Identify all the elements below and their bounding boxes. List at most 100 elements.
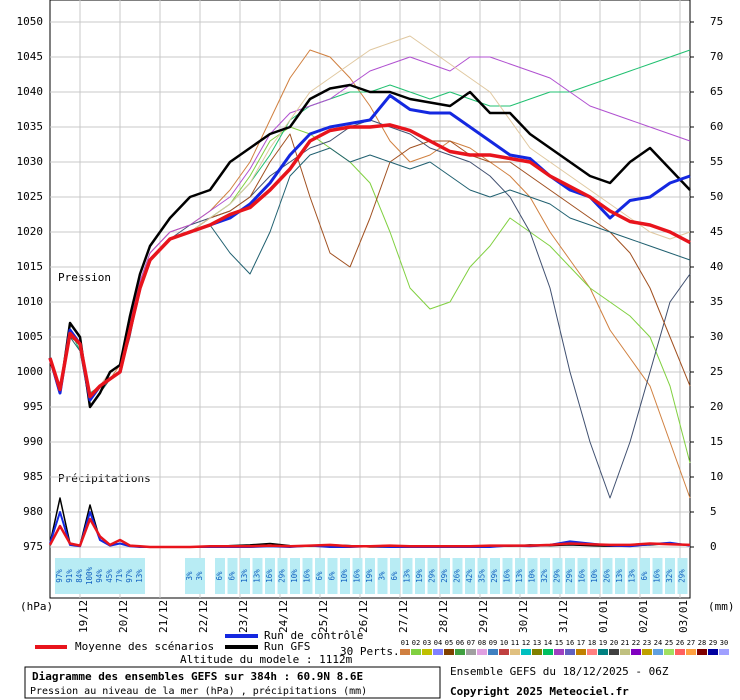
- perturbation-legend-label: 27: [687, 639, 695, 647]
- x-tick-label: 26/12: [357, 600, 370, 633]
- precip-prob-label: 29%: [440, 569, 449, 583]
- precip-prob-box: [302, 558, 313, 594]
- precip-prob-box: [227, 558, 238, 594]
- x-tick-label: 25/12: [317, 600, 330, 633]
- x-tick-label: 22/12: [197, 600, 210, 633]
- perturbation-legend-swatch: [664, 649, 674, 655]
- perturbation-legend-label: 03: [423, 639, 431, 647]
- x-tick-label: 23/12: [237, 600, 250, 633]
- precip-prob-label: 13%: [615, 569, 624, 583]
- y-tick-label: 1005: [17, 330, 44, 343]
- perturbation-count: 30 Perts.: [340, 645, 400, 658]
- perturbation-legend-swatch: [609, 649, 619, 655]
- perturbation-legend-label: 21: [621, 639, 629, 647]
- precip-prob-label: 29%: [428, 569, 437, 583]
- y2-tick-label: 55: [710, 155, 723, 168]
- copyright: Copyright 2025 Meteociel.fr: [450, 685, 629, 698]
- precip-prob-box: [340, 558, 350, 594]
- perturbation-legend-label: 12: [522, 639, 530, 647]
- precip-prob-box: [552, 558, 563, 594]
- precip-prob-label: 16%: [303, 569, 312, 583]
- y-tick-label: 1015: [17, 260, 44, 273]
- x-tick-label: 29/12: [477, 600, 490, 633]
- precip-prob-box: [502, 558, 513, 594]
- perturbation-legend-label: 19: [599, 639, 607, 647]
- precip-prob-box: [602, 558, 613, 594]
- precip-prob-box: [527, 558, 538, 594]
- perturbation-legend-label: 29: [709, 639, 717, 647]
- precip-prob-label: 16%: [353, 569, 362, 583]
- y2-axis-label: (mm): [708, 600, 735, 613]
- perturbation-legend-label: 07: [467, 639, 475, 647]
- precip-prob-box: [540, 558, 550, 594]
- y-tick-label: 980: [23, 505, 43, 518]
- precip-prob-label: 91%: [65, 569, 74, 583]
- perturbation-legend-label: 11: [511, 639, 519, 647]
- y2-tick-label: 35: [710, 295, 723, 308]
- precip-prob-label: 13%: [403, 569, 412, 583]
- perturbation-legend-label: 17: [577, 639, 585, 647]
- precip-prob-label: 29%: [490, 569, 499, 583]
- precip-prob-box: [627, 558, 638, 594]
- precip-prob-box: [515, 558, 525, 594]
- precip-prob-label: 10%: [340, 569, 349, 583]
- perturbation-legend-swatch: [554, 649, 564, 655]
- y-tick-label: 1000: [17, 365, 44, 378]
- precip-prob-box: [390, 558, 400, 594]
- precip-prob-box: [290, 558, 300, 594]
- x-tick-label: 01/01: [597, 600, 610, 633]
- y2-tick-label: 45: [710, 225, 723, 238]
- y2-tick-label: 60: [710, 120, 723, 133]
- perturbation-legend-swatch: [400, 649, 410, 655]
- precip-prob-label: 13%: [240, 569, 249, 583]
- perturbation-legend-swatch: [455, 649, 465, 655]
- precip-prob-label: 16%: [503, 569, 512, 583]
- y2-tick-label: 25: [710, 365, 723, 378]
- perturbation-legend-swatch: [620, 649, 630, 655]
- precip-prob-label: 13%: [135, 569, 144, 583]
- perturbation-legend-swatch: [719, 649, 729, 655]
- precip-prob-label: 32%: [665, 569, 674, 583]
- x-tick-label: 30/12: [517, 600, 530, 633]
- perturbation-legend-label: 10: [500, 639, 508, 647]
- perturbation-legend-swatch: [543, 649, 553, 655]
- perturbation-legend-swatch: [565, 649, 575, 655]
- precip-prob-label: 10%: [290, 569, 299, 583]
- precip-prob-label: 6%: [640, 571, 649, 581]
- perturbation-legend-swatch: [532, 649, 542, 655]
- perturbation-legend-swatch: [466, 649, 476, 655]
- precip-prob-label: 35%: [478, 569, 487, 583]
- perturbation-legend-label: 14: [544, 639, 552, 647]
- precip-prob-box: [440, 558, 450, 594]
- chart-subtitle: Pression au niveau de la mer (hPa) , pré…: [30, 685, 367, 697]
- precip-prob-box: [415, 558, 425, 594]
- precip-prob-box: [327, 558, 338, 594]
- y2-tick-label: 75: [710, 15, 723, 28]
- perturbation-legend-swatch: [521, 649, 531, 655]
- plot-frame: [49, 0, 691, 599]
- y-tick-label: 1025: [17, 190, 44, 203]
- precip-prob-box: [195, 558, 205, 594]
- perturbation-legend-swatch: [433, 649, 443, 655]
- precip-prob-box: [452, 558, 463, 594]
- precip-prob-box: [125, 558, 135, 594]
- precip-prob-label: 13%: [253, 569, 262, 583]
- precip-prob-label: 16%: [265, 569, 274, 583]
- perturbation-legend-swatch: [587, 649, 597, 655]
- y-tick-label: 1020: [17, 225, 44, 238]
- perturbation-legend-label: 23: [643, 639, 651, 647]
- precip-prob-label: 29%: [565, 569, 574, 583]
- precip-prob-label: 16%: [653, 569, 662, 583]
- precip-label: Précipitations: [58, 472, 151, 485]
- perturbation-legend-swatch: [499, 649, 509, 655]
- run-info: Ensemble GEFS du 18/12/2025 - 06Z: [450, 665, 669, 678]
- legend-label: Run GFS: [264, 640, 310, 653]
- precip-prob-box: [105, 558, 115, 594]
- precip-prob-label: 10%: [528, 569, 537, 583]
- precip-prob-box: [665, 558, 675, 594]
- precip-prob-label: 94%: [95, 569, 104, 583]
- precip-prob-box: [65, 558, 75, 594]
- precip-prob-box: [577, 558, 588, 594]
- precip-prob-label: 3%: [378, 571, 387, 581]
